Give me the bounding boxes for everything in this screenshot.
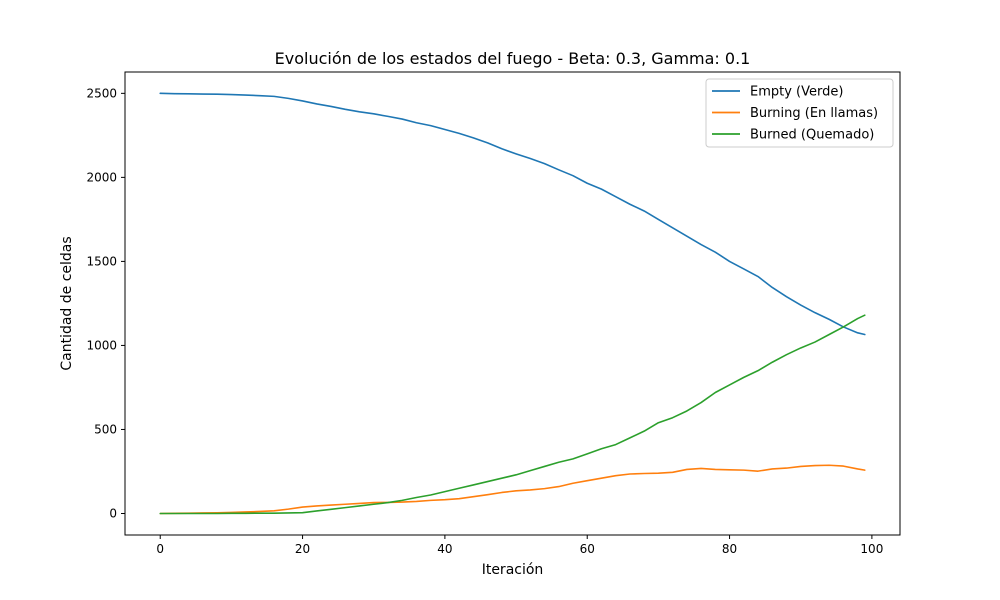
x-tick-label: 80 bbox=[722, 542, 737, 556]
series-layer bbox=[159, 92, 866, 515]
chart-title: Evolución de los estados del fuego - Bet… bbox=[275, 49, 751, 68]
x-tick-label: 20 bbox=[295, 542, 310, 556]
x-tick-label: 40 bbox=[437, 542, 452, 556]
legend-box bbox=[705, 78, 894, 148]
y-tick-label: 1000 bbox=[86, 338, 117, 352]
y-tick-label: 0 bbox=[109, 506, 117, 520]
x-axis-label: Iteración bbox=[482, 562, 544, 578]
y-tick-label: 2000 bbox=[86, 170, 117, 184]
legend-label-2: Burned (Quemado) bbox=[750, 128, 874, 143]
x-tick-label: 60 bbox=[580, 542, 595, 556]
y-tick-label: 500 bbox=[94, 422, 117, 436]
series-line-2 bbox=[159, 314, 866, 515]
plot-area bbox=[124, 71, 901, 536]
legend-label-0: Empty (Verde) bbox=[750, 85, 843, 100]
y-axis-ticks: 0 500 1000 1500 2000 2500 bbox=[86, 86, 125, 520]
y-axis-label: Cantidad de celdas bbox=[59, 236, 75, 370]
series-line-1 bbox=[159, 464, 866, 515]
x-tick-label: 100 bbox=[860, 542, 883, 556]
plot-frame bbox=[124, 71, 901, 536]
x-tick-label: 0 bbox=[156, 542, 164, 556]
y-tick-label: 2500 bbox=[86, 86, 117, 100]
y-tick-label: 1500 bbox=[86, 254, 117, 268]
series-line-0 bbox=[159, 92, 866, 336]
legend: Empty (Verde) Burning (En llamas) Burned (… bbox=[705, 78, 894, 148]
legend-label-1: Burning (En llamas) bbox=[750, 106, 878, 121]
x-axis-ticks: 0 20 40 60 80 100 bbox=[156, 535, 883, 556]
